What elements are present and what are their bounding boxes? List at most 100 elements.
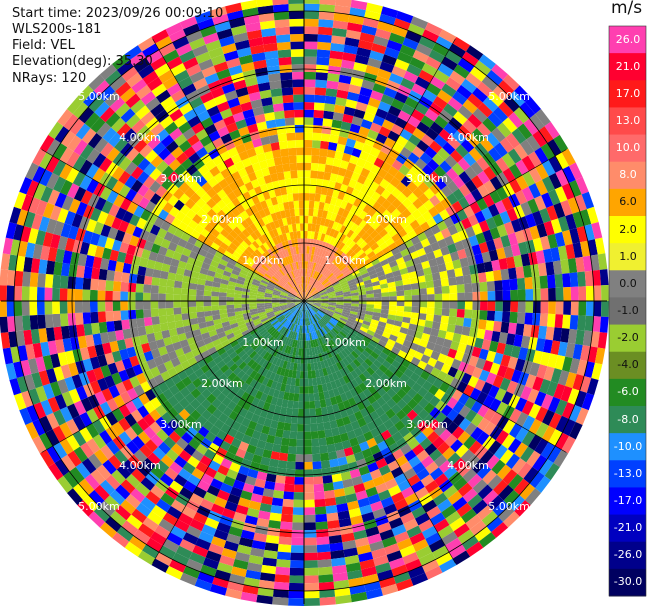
velocity-gate — [527, 198, 540, 214]
velocity-gate — [342, 256, 351, 265]
velocity-gate — [384, 154, 396, 166]
velocity-gate — [342, 288, 351, 293]
velocity-gate — [293, 316, 298, 325]
velocity-gate — [218, 292, 227, 297]
velocity-gate — [187, 134, 200, 147]
velocity-gate — [405, 558, 422, 572]
velocity-gate — [580, 240, 591, 257]
velocity-gate — [289, 385, 296, 394]
velocity-gate — [437, 89, 453, 104]
velocity-gate — [407, 474, 421, 487]
velocity-gate — [212, 281, 221, 288]
velocity-gate — [499, 449, 514, 465]
velocity-gate — [440, 363, 452, 375]
velocity-gate — [354, 385, 363, 395]
velocity-gate — [174, 347, 185, 358]
velocity-gate — [81, 128, 97, 144]
velocity-gate — [330, 380, 338, 390]
colorbar-swatch — [609, 568, 646, 597]
velocity-gate — [67, 288, 76, 301]
velocity-gate — [280, 307, 289, 312]
velocity-gate — [206, 105, 220, 117]
velocity-gate — [15, 330, 26, 347]
velocity-gate — [412, 50, 429, 63]
velocity-gate — [261, 224, 269, 234]
velocity-gate — [275, 323, 283, 331]
velocity-gate — [294, 355, 299, 364]
velocity-gate — [304, 283, 306, 292]
velocity-gate — [467, 473, 483, 489]
velocity-gate — [296, 340, 300, 349]
velocity-gate — [362, 370, 372, 380]
velocity-gate — [327, 65, 342, 75]
velocity-gate — [227, 146, 239, 158]
velocity-gate — [383, 267, 393, 275]
velocity-gate — [261, 167, 271, 177]
velocity-gate — [257, 374, 266, 384]
velocity-gate — [356, 345, 365, 354]
velocity-gate — [326, 309, 335, 315]
velocity-gate — [379, 529, 395, 541]
velocity-gate — [461, 78, 477, 94]
velocity-gate — [322, 475, 333, 484]
velocity-gate — [433, 314, 442, 323]
velocity-gate — [309, 287, 315, 294]
velocity-gate — [165, 22, 184, 36]
velocity-gate — [280, 293, 288, 297]
velocity-gate — [346, 372, 355, 382]
velocity-gate — [266, 284, 275, 290]
velocity-gate — [470, 318, 480, 329]
velocity-gate — [358, 303, 367, 308]
velocity-gate — [323, 234, 330, 243]
velocity-gate — [240, 382, 250, 392]
velocity-gate — [276, 195, 284, 204]
velocity-gate — [46, 445, 61, 463]
velocity-gate — [429, 395, 441, 408]
velocity-gate — [539, 275, 549, 289]
velocity-gate — [320, 336, 326, 345]
velocity-gate — [21, 301, 30, 316]
velocity-gate — [28, 197, 41, 214]
velocity-gate — [465, 514, 482, 530]
velocity-gate — [228, 526, 243, 538]
velocity-gate — [304, 363, 308, 372]
velocity-gate — [294, 476, 304, 485]
velocity-gate — [328, 180, 336, 190]
velocity-gate — [520, 446, 535, 463]
velocity-gate — [506, 333, 516, 346]
velocity-gate — [302, 302, 304, 311]
velocity-gate — [304, 302, 308, 310]
velocity-gate — [550, 247, 561, 262]
velocity-gate — [344, 554, 360, 565]
colorbar-swatch — [609, 324, 646, 353]
velocity-gate — [88, 511, 105, 528]
velocity-gate — [452, 496, 468, 511]
velocity-gate — [476, 328, 486, 340]
velocity-gate — [296, 302, 303, 308]
velocity-gate — [452, 36, 471, 52]
velocity-gate — [271, 302, 280, 305]
velocity-gate — [380, 283, 389, 289]
velocity-gate — [231, 354, 241, 364]
velocity-gate — [268, 315, 277, 321]
velocity-gate — [282, 328, 288, 336]
velocity-gate — [52, 159, 67, 177]
velocity-gate — [356, 237, 365, 247]
velocity-gate — [122, 262, 132, 274]
velocity-gate — [153, 261, 164, 271]
velocity-gate — [326, 382, 333, 391]
velocity-gate — [424, 22, 443, 36]
velocity-gate — [203, 337, 213, 345]
velocity-gate — [178, 449, 192, 462]
velocity-gate — [291, 537, 304, 546]
velocity-gate — [448, 544, 466, 559]
velocity-gate — [418, 519, 434, 533]
velocity-gate — [317, 384, 324, 393]
velocity-gate — [105, 411, 119, 426]
velocity-gate — [406, 328, 416, 337]
velocity-gate — [300, 284, 303, 292]
velocity-gate — [331, 246, 339, 255]
velocity-gate — [335, 0, 352, 8]
colorbar-tick-label: 1.0 — [619, 249, 637, 263]
velocity-gate — [283, 274, 290, 282]
